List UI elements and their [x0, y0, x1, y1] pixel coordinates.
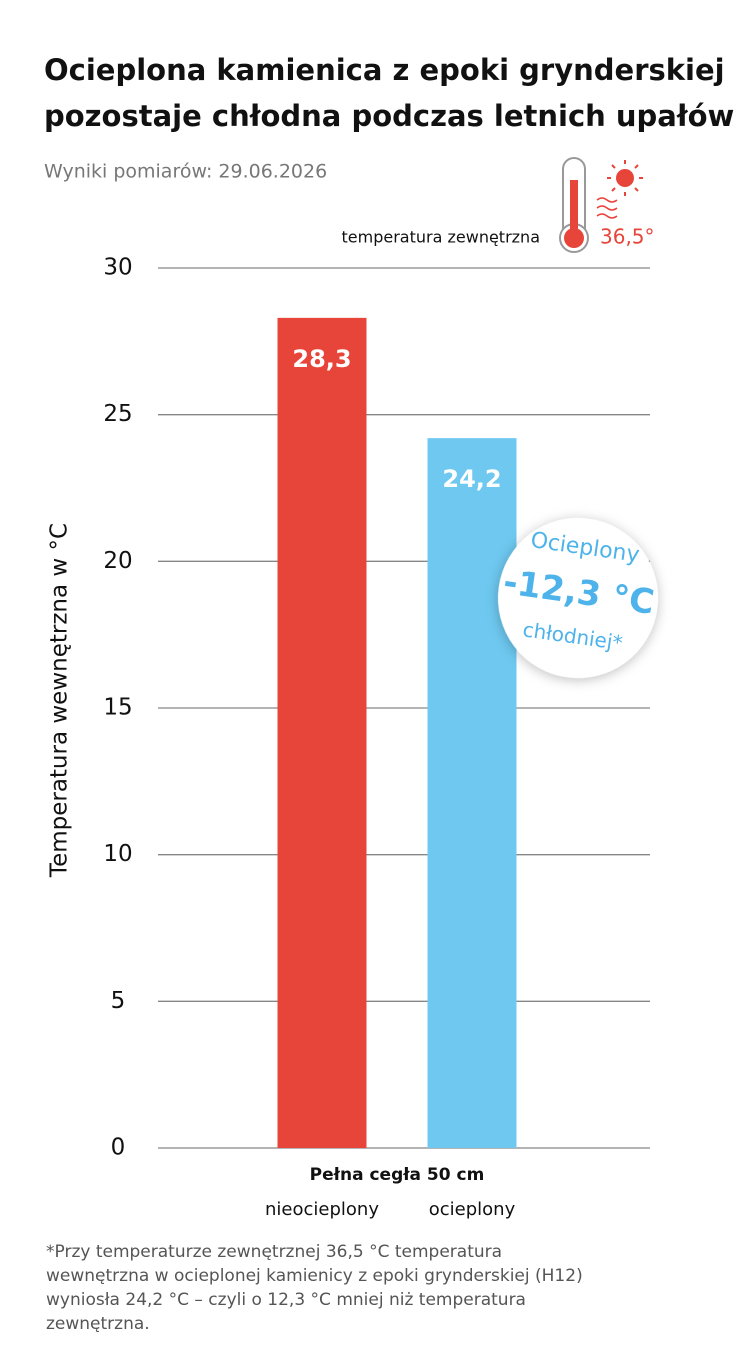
y-tick-label: 0: [111, 1135, 126, 1161]
outside-temperature-label: temperatura zewnętrzna: [342, 228, 540, 247]
y-axis-label: Temperatura wewnętrzna w °C: [47, 523, 73, 878]
chart-title: pozostaje chłodna podczas letnich upałów: [44, 99, 734, 133]
chart-title: Ocieplona kamienica z epoki grynderskiej: [44, 53, 725, 87]
chart-subtitle: Wyniki pomiarów: 29.06.2026: [44, 161, 327, 183]
bar: [277, 317, 367, 1148]
callout-circle: [498, 518, 658, 678]
bar: [427, 438, 517, 1149]
y-tick-label: 25: [103, 401, 132, 427]
x-tick-label: nieocieplony: [265, 1199, 379, 1220]
outside-temperature-value: 36,5°: [600, 225, 655, 249]
bar-value-label: 24,2: [442, 465, 501, 493]
y-tick-label: 15: [103, 695, 132, 721]
footnote-line: zewnętrzna.: [46, 1314, 150, 1334]
y-tick-label: 30: [103, 255, 132, 281]
x-tick-label: ocieplony: [429, 1199, 516, 1220]
x-axis-label: Pełna cegła 50 cm: [310, 1165, 485, 1185]
y-tick-label: 20: [103, 548, 132, 574]
footnote-line: wewnętrzna w ocieplonej kamienicy z epok…: [46, 1266, 583, 1286]
bar-value-label: 28,3: [292, 345, 351, 373]
y-tick-label: 10: [103, 841, 132, 867]
footnote: *Przy temperaturze zewnętrznej 36,5 °C t…: [46, 1242, 583, 1334]
footnote-line: wyniosła 24,2 °C – czyli o 12,3 °C mniej…: [46, 1290, 526, 1310]
footnote-line: *Przy temperaturze zewnętrznej 36,5 °C t…: [46, 1242, 502, 1262]
thermometer-icon: [559, 157, 643, 253]
y-tick-label: 5: [111, 988, 126, 1014]
